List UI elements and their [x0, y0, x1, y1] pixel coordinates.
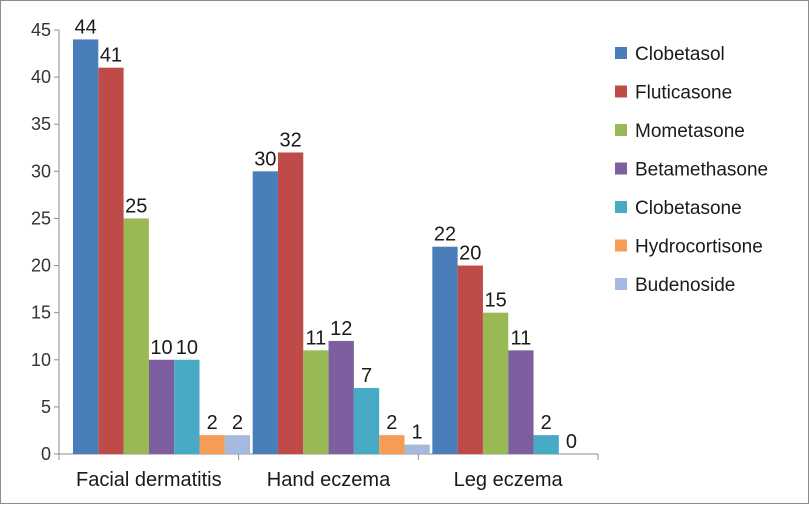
- data-label: 10: [150, 337, 172, 359]
- data-label: 7: [361, 365, 372, 387]
- bar-clobetasone: [353, 388, 380, 454]
- data-label: 20: [459, 243, 481, 265]
- legend-label: Clobetasol: [635, 44, 725, 65]
- data-label: 11: [511, 327, 532, 349]
- bar-fluticasone: [457, 265, 483, 454]
- y-tick-label: 25: [31, 208, 51, 228]
- legend-label: Hydrocortisone: [635, 237, 763, 258]
- data-label: 2: [386, 412, 397, 434]
- legend-swatch: [615, 85, 627, 98]
- y-tick-label: 20: [31, 256, 51, 276]
- y-tick-label: 30: [31, 161, 51, 181]
- data-label: 44: [75, 16, 97, 38]
- bar-betamethasone: [328, 340, 354, 454]
- data-label: 30: [254, 148, 276, 170]
- x-category-label: Leg eczema: [454, 469, 564, 491]
- y-tick-label: 15: [31, 303, 51, 323]
- bar-clobetasone: [533, 435, 559, 454]
- legend-label: Clobetasone: [635, 198, 742, 219]
- y-tick-label: 5: [41, 397, 51, 417]
- y-tick-label: 0: [41, 444, 51, 464]
- bar-clobetasone: [174, 359, 200, 454]
- data-label: 32: [279, 129, 301, 151]
- bar-betamethasone: [508, 350, 534, 454]
- bar-betamethasone: [148, 359, 175, 454]
- y-tick-label: 10: [31, 350, 51, 370]
- legend-label: Betamethasone: [635, 160, 768, 181]
- y-tick-label: 35: [31, 114, 51, 134]
- legend-swatch: [615, 278, 627, 290]
- data-label: 25: [125, 195, 147, 217]
- x-category-label: Hand eczema: [267, 469, 391, 491]
- legend-label: Budenoside: [635, 275, 735, 296]
- x-category-label: Facial dermatitis: [76, 469, 222, 491]
- y-tick-label: 45: [31, 20, 51, 40]
- legend-swatch: [615, 162, 627, 175]
- legend-swatch: [615, 124, 627, 136]
- bar-fluticasone: [98, 67, 124, 454]
- bar-hydrocortisone: [199, 435, 225, 454]
- data-label: 2: [541, 412, 552, 434]
- legend-swatch: [615, 201, 627, 213]
- data-label: 41: [100, 45, 122, 67]
- bar-mometasone: [303, 350, 329, 454]
- bar-clobetasol: [73, 39, 99, 455]
- data-label: 1: [412, 422, 423, 444]
- data-label: 12: [330, 318, 352, 340]
- legend-label: Mometasone: [635, 121, 745, 142]
- bar-fluticasone: [277, 152, 304, 454]
- legend-swatch: [615, 239, 627, 252]
- legend-swatch: [615, 47, 627, 59]
- bar-budenoside: [224, 435, 251, 454]
- data-label: 2: [207, 412, 218, 434]
- bar-budenoside: [404, 444, 430, 454]
- bar-clobetasol: [432, 246, 458, 454]
- bar-clobetasol: [252, 171, 278, 455]
- data-label: 15: [484, 290, 506, 312]
- data-label: 22: [434, 224, 456, 246]
- data-label: 11: [306, 327, 327, 349]
- bar-hydrocortisone: [379, 435, 405, 454]
- data-label: 2: [232, 412, 243, 434]
- data-label: 0: [566, 431, 577, 453]
- data-label: 10: [176, 337, 198, 359]
- bar-mometasone: [482, 312, 509, 454]
- bar-mometasone: [123, 218, 149, 454]
- legend-label: Fluticasone: [635, 83, 732, 104]
- y-tick-label: 40: [31, 67, 51, 87]
